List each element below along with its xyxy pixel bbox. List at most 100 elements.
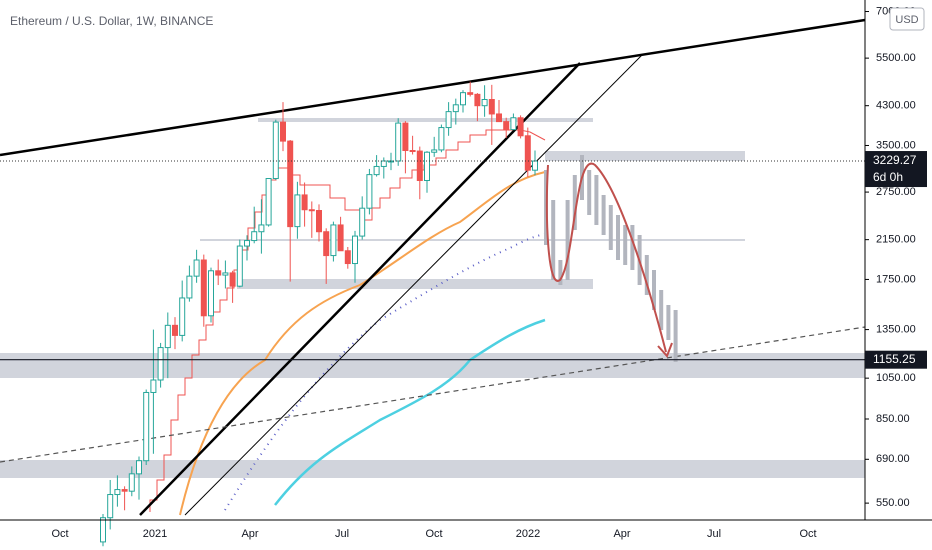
candle-body	[157, 347, 164, 381]
candle-body	[143, 391, 150, 462]
candle-body	[424, 151, 430, 181]
y-tick-label: 1350.00	[876, 323, 916, 335]
candle-body	[438, 127, 445, 151]
candle-body	[186, 275, 193, 299]
last-price-badge	[865, 151, 927, 188]
currency-label[interactable]: USD	[895, 14, 918, 26]
zone	[258, 118, 593, 122]
y-tick-label: 5500.00	[876, 52, 916, 64]
ma-orange	[179, 171, 546, 516]
y-tick-label: 1050.00	[876, 372, 916, 384]
candle-body	[200, 259, 207, 317]
x-tick-label: 2021	[143, 528, 167, 540]
candle-body	[474, 93, 481, 107]
x-tick-label: Oct	[799, 528, 816, 540]
candle-body	[352, 235, 358, 265]
y-tick-label: 3500.00	[876, 139, 916, 151]
candle-body	[136, 460, 142, 475]
candle-body	[503, 121, 510, 131]
indicators	[149, 129, 546, 516]
candle-body	[128, 473, 135, 492]
zone	[0, 353, 865, 378]
currency-badge[interactable]	[889, 7, 925, 31]
candle-body	[330, 224, 337, 257]
candle-body	[121, 489, 128, 492]
trendline	[139, 62, 581, 516]
y-tick-label: 4300.00	[876, 100, 916, 112]
candle-body	[229, 272, 236, 287]
candle-body	[316, 210, 322, 233]
candle-body	[337, 224, 344, 252]
candle-body	[467, 92, 474, 95]
overlay	[0, 160, 865, 361]
zone	[0, 460, 865, 478]
price-badges: 3229.27 6d 0h 1155.25	[865, 151, 927, 369]
y-axis: 550.00 690.00 850.00 1050.00 1350.00 1750.00 2…	[865, 5, 916, 509]
candle-body	[100, 517, 106, 543]
candle-body	[431, 149, 438, 153]
candle-body	[236, 245, 243, 287]
candle-body	[244, 240, 250, 247]
trendline	[184, 54, 643, 516]
last-price-label: 3229.27	[873, 153, 917, 167]
candle-body	[193, 259, 200, 277]
candle-body	[150, 379, 157, 393]
candle-body	[524, 135, 531, 171]
x-tick-label: Apr	[613, 528, 630, 540]
countdown-label: 6d 0h	[873, 170, 903, 184]
candle-body	[172, 324, 178, 336]
projection-arrow	[545, 162, 667, 353]
candle-body	[510, 117, 517, 131]
candle-body	[395, 122, 402, 162]
y-tick-label: 1750.00	[876, 273, 916, 285]
candle-body	[366, 174, 373, 209]
candle-body	[215, 270, 222, 276]
candle-body	[416, 150, 423, 181]
candle-body	[294, 194, 301, 228]
candle-body	[280, 121, 286, 142]
level-badge	[865, 350, 927, 369]
y-tick-label: 2750.00	[876, 186, 916, 198]
candle-body	[258, 224, 265, 233]
candle-body	[344, 250, 351, 265]
zone	[200, 239, 745, 241]
trendline	[0, 18, 866, 157]
ma-red	[149, 129, 546, 512]
x-tick-label: Jul	[707, 528, 721, 540]
y-tick-label: 850.00	[876, 413, 910, 425]
zone	[545, 151, 745, 161]
candle-body	[107, 494, 114, 519]
candle-body	[265, 178, 272, 226]
ma-cyan	[274, 318, 546, 506]
arrow-head	[657, 342, 673, 358]
candle-body	[251, 231, 258, 242]
candle-body	[208, 270, 214, 317]
candle-body	[380, 160, 387, 167]
candle-body	[532, 160, 538, 171]
candle-body	[301, 194, 308, 211]
level-label: 1155.25	[873, 352, 916, 366]
candle-body	[373, 165, 380, 176]
candle-body	[445, 111, 452, 129]
x-tick-label: Apr	[241, 528, 258, 540]
candle-body	[308, 209, 315, 212]
price-axis	[865, 0, 932, 520]
x-tick-label: 2022	[516, 528, 540, 540]
candle-body	[496, 113, 502, 123]
candle-body	[179, 297, 186, 336]
x-tick-label: Oct	[425, 528, 442, 540]
candle-body	[222, 272, 229, 276]
y-tick-label: 550.00	[876, 497, 910, 509]
candle-body	[402, 122, 409, 152]
candle-body	[287, 140, 294, 228]
candle-body	[452, 104, 459, 113]
candle-body	[359, 207, 366, 237]
x-tick-label: Oct	[51, 528, 68, 540]
x-tick-label: Jul	[335, 528, 349, 540]
candle-body	[488, 99, 495, 115]
candle-body	[323, 231, 330, 257]
y-tick-label: 2150.00	[876, 234, 916, 246]
chart-title: Ethereum / U.S. Dollar, 1W, BINANCE	[10, 14, 213, 28]
candles	[100, 81, 538, 547]
